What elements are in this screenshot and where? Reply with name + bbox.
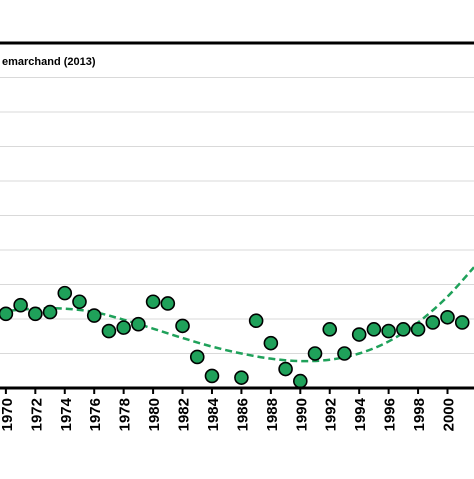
data-point — [337, 346, 352, 361]
trend-line — [0, 266, 474, 363]
data-point — [0, 306, 14, 322]
x-tick-label: 1982 — [176, 398, 193, 431]
data-point — [116, 320, 131, 335]
x-tick-label: 1978 — [117, 398, 134, 431]
data-point — [234, 370, 249, 385]
data-points — [0, 285, 470, 389]
data-point — [366, 322, 382, 337]
trend-line-layer — [0, 266, 474, 363]
x-tick-label: 1994 — [352, 397, 369, 431]
data-point — [189, 349, 205, 365]
x-tick-label: 1984 — [205, 397, 222, 431]
grid-lines — [0, 77, 474, 354]
data-point — [160, 296, 176, 311]
data-point — [454, 315, 470, 330]
data-point — [278, 361, 293, 377]
data-point — [410, 322, 426, 337]
data-point — [322, 322, 338, 337]
data-point — [86, 308, 102, 323]
data-point — [57, 285, 73, 301]
data-point — [425, 315, 441, 330]
data-point — [307, 346, 323, 361]
data-point — [351, 327, 367, 342]
x-tick-label: 1970 — [0, 398, 16, 431]
data-point — [101, 323, 117, 339]
x-tick-labels: 1970 1972 1974 1976 1978 1980 1982 1984 1986 1988… — [0, 388, 458, 431]
data-point — [13, 297, 28, 313]
data-point — [204, 368, 220, 384]
x-tick-label: 1974 — [58, 397, 75, 431]
data-point — [145, 294, 161, 310]
x-tick-label: 2000 — [441, 398, 458, 431]
x-tick-label: 1988 — [264, 398, 281, 431]
chart-annotation: emarchand (2013) — [2, 56, 96, 68]
data-point — [396, 322, 411, 337]
x-tick-label: 1976 — [87, 398, 104, 431]
axes — [0, 41, 474, 390]
data-point — [248, 313, 264, 329]
data-point — [440, 309, 455, 325]
data-point — [292, 373, 308, 389]
data-point — [381, 323, 396, 339]
data-point — [28, 306, 43, 322]
x-tick-label: 1990 — [293, 398, 310, 431]
data-point — [263, 335, 279, 351]
data-point — [131, 316, 146, 332]
x-tick-label: 1992 — [323, 398, 340, 431]
data-point — [175, 318, 190, 334]
data-point — [72, 294, 87, 310]
x-tick-label: 1998 — [411, 398, 428, 431]
x-tick-label: 1996 — [382, 398, 399, 431]
x-tick-label: 1972 — [28, 398, 45, 431]
x-tick-label: 1980 — [146, 398, 163, 431]
x-tick-label: 1986 — [234, 398, 251, 431]
data-point — [42, 304, 58, 320]
